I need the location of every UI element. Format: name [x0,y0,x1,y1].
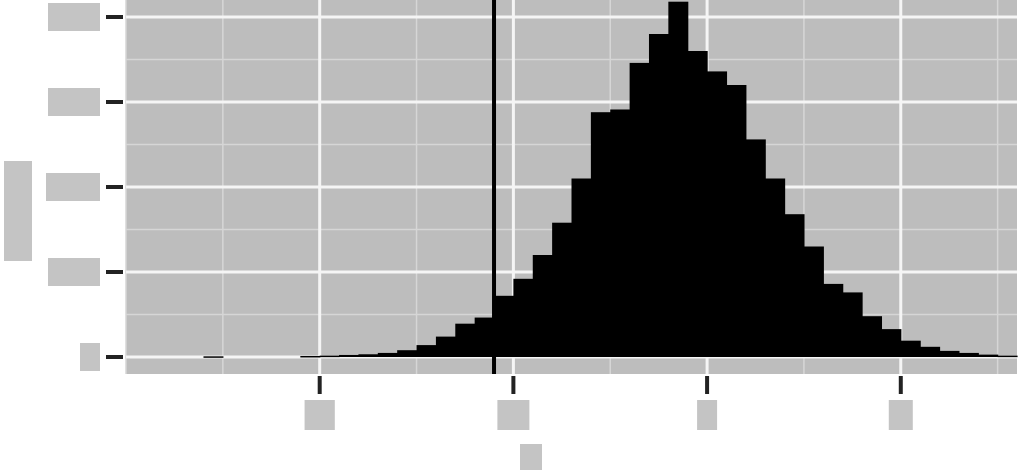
histogram-bar [843,292,863,357]
x-tick-label-redacted [697,400,717,430]
histogram-bar [998,356,1018,358]
histogram-bar [533,255,553,357]
histogram-bar [358,354,378,357]
histogram-bar [920,347,940,357]
histogram-bar [765,179,785,358]
histogram-bar [610,109,630,357]
histogram-bar [552,223,572,357]
histogram-bar [978,355,998,357]
histogram-bar [668,2,688,357]
x-axis-title-redacted [520,444,542,470]
histogram-bar [649,34,669,357]
histogram-bar [203,356,223,358]
histogram-bar [688,51,708,357]
histogram-bar [455,324,475,357]
histogram-bar [436,337,456,357]
y-tick-label-redacted [48,3,100,31]
histogram-bar [746,139,766,357]
y-tick-label-redacted [46,173,100,201]
histogram-bar [785,214,805,357]
histogram-bar [320,356,340,358]
x-tick-label-redacted [889,400,913,430]
x-tick-label-redacted [305,400,335,430]
y-tick-label-redacted [48,258,100,286]
histogram-bar [901,341,921,357]
histogram-bar [300,356,320,358]
histogram-bar [862,316,882,357]
y-tick-label-redacted [48,88,100,116]
histogram-bar [881,329,901,357]
y-tick-label-redacted [80,343,100,371]
histogram-bar [494,296,514,357]
y-axis-title-redacted [4,161,32,261]
histogram-bar [378,353,398,357]
histogram-bar [417,345,437,357]
histogram-bar [513,279,533,357]
histogram-bar [475,318,495,357]
histogram-bar [726,85,746,357]
histogram-bar [591,112,611,357]
histogram-bar [940,351,960,357]
x-tick-label-redacted [497,400,529,430]
histogram-bar [339,355,359,357]
histogram-bar [804,247,824,358]
histogram-bar [397,350,417,357]
histogram-bar [572,179,592,358]
histogram-bar [707,71,727,357]
histogram-bar [630,63,650,357]
histogram-bar [959,353,979,357]
histogram-bar [823,284,843,357]
